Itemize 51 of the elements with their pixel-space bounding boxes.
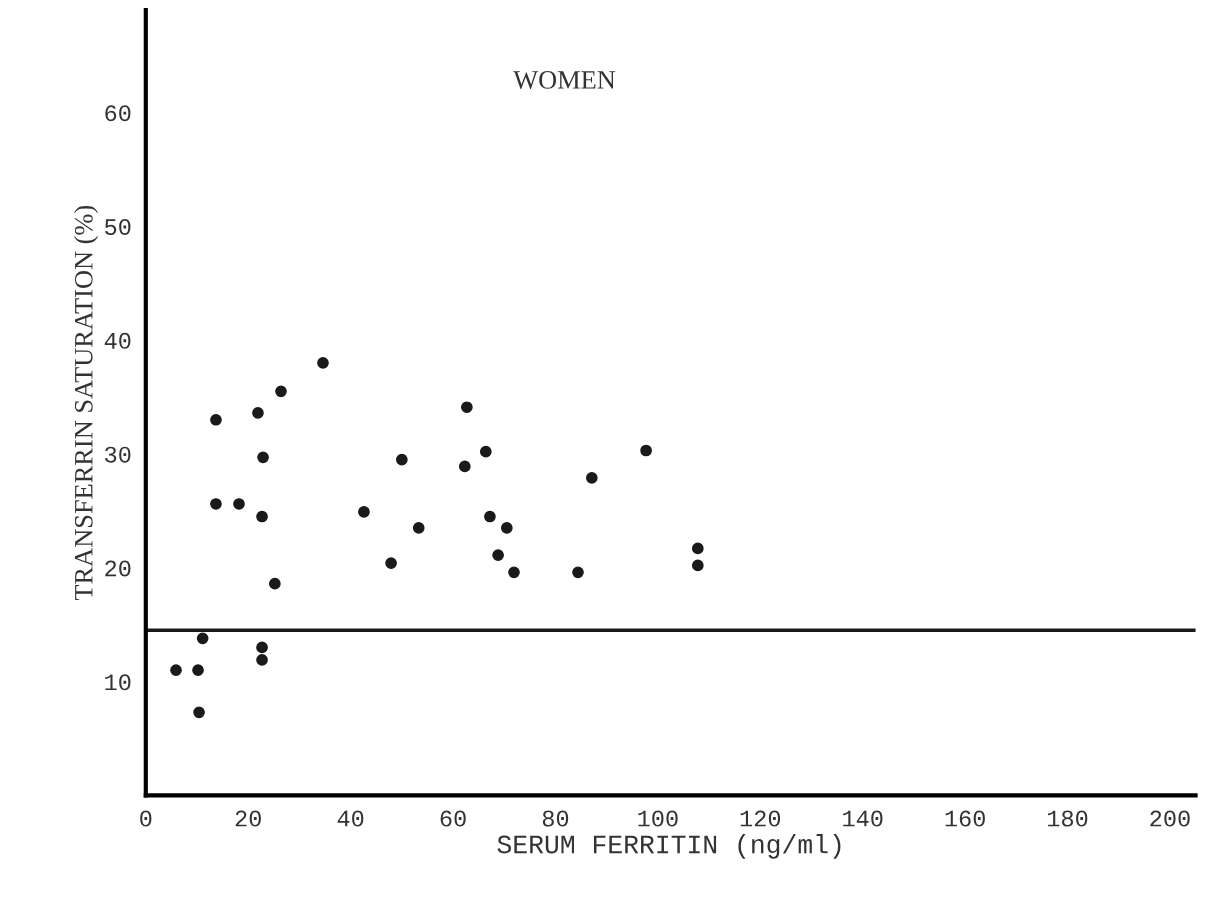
point: [275, 385, 287, 398]
point: [268, 577, 281, 590]
y-tick-label: 60: [105, 105, 131, 122]
point: [395, 453, 408, 466]
point: [233, 498, 245, 510]
x-tick-label: 0: [140, 810, 152, 827]
point: [210, 498, 222, 510]
y-tick-label: 40: [104, 332, 131, 349]
y-tick-label: 10: [105, 674, 131, 691]
point: [358, 506, 370, 518]
y-tick-label: 30: [105, 446, 131, 463]
x-tick-label: 160: [945, 810, 985, 827]
y-axis-title: TRANSFERRIN SATURATION (%): [74, 205, 99, 601]
x-tick-label: 180: [1047, 810, 1088, 827]
x-tick-label: 200: [1150, 810, 1190, 827]
x-tick-label: 80: [542, 810, 569, 827]
point: [500, 522, 513, 534]
x-tick-label: 120: [740, 810, 781, 827]
point: [640, 444, 652, 457]
point: [252, 407, 264, 419]
point: [317, 357, 329, 369]
point: [492, 549, 504, 562]
x-tick-label: 100: [638, 810, 678, 827]
x-axis-title: SERUM FERRITIN (ng/ml): [497, 834, 841, 859]
point: [256, 641, 268, 654]
point: [479, 445, 492, 458]
point: [585, 471, 598, 484]
y-tick-label: 20: [105, 560, 131, 577]
x-tick-label: 140: [843, 810, 883, 827]
point: [572, 566, 584, 579]
x-tick-label: 20: [235, 810, 261, 827]
point: [257, 451, 269, 464]
point: [385, 557, 397, 570]
point: [691, 542, 704, 555]
x-tick-label: 40: [337, 810, 364, 827]
x-tick-label: 60: [440, 810, 466, 827]
point: [193, 706, 205, 719]
point: [691, 559, 704, 572]
y-tick-label: 50: [105, 219, 131, 236]
text: WOMEN: [513, 71, 616, 89]
point: [170, 664, 182, 677]
point: [256, 510, 268, 523]
point: [508, 566, 520, 579]
point: [192, 664, 204, 677]
point: [458, 460, 471, 473]
point: [196, 632, 209, 645]
point: [484, 510, 496, 523]
point: [412, 522, 425, 534]
point: [461, 401, 473, 414]
point: [210, 413, 222, 426]
point: [256, 654, 268, 666]
